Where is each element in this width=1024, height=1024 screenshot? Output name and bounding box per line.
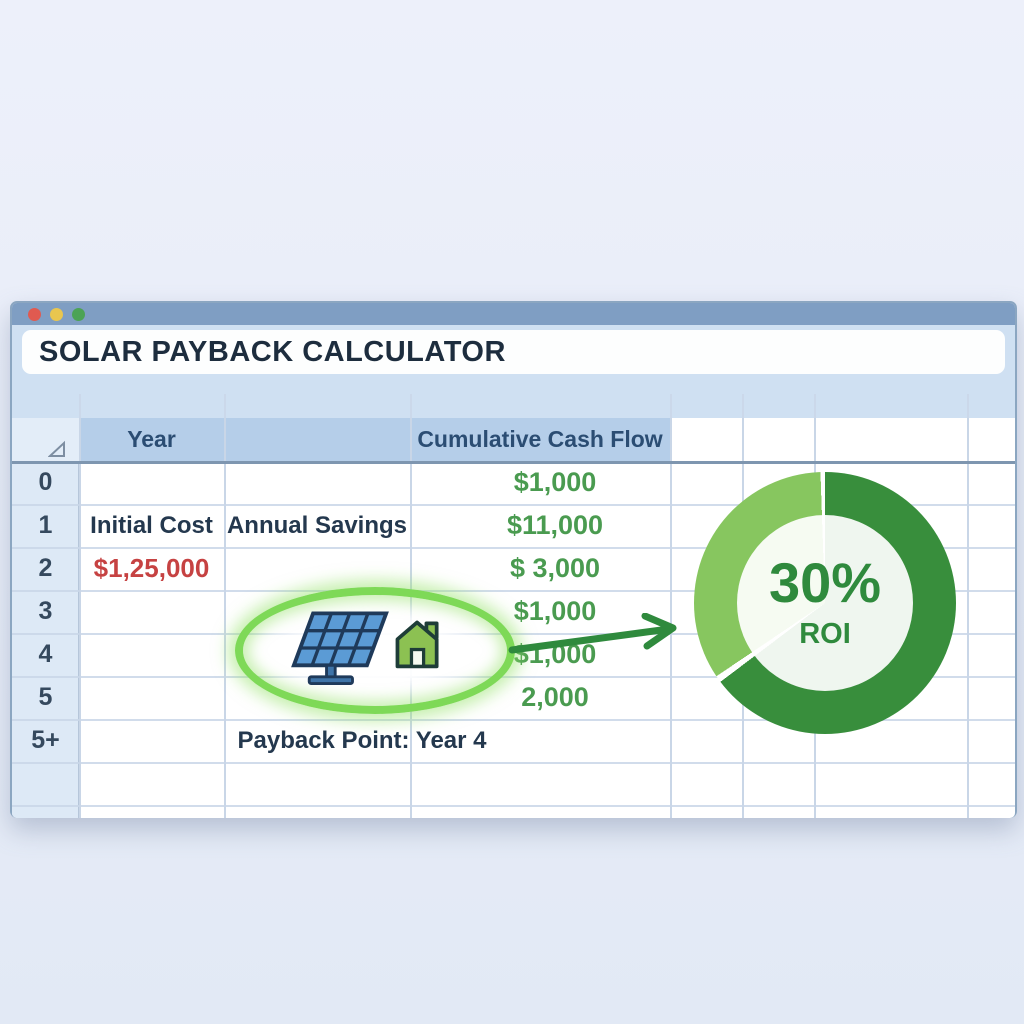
cell-initial-cost-label[interactable]: Initial Cost xyxy=(90,512,213,539)
grid-line-horizontal xyxy=(12,547,1015,549)
header-divider xyxy=(12,461,1015,464)
close-window-button[interactable] xyxy=(28,308,41,321)
grid-line-horizontal xyxy=(12,805,1015,807)
row-number-2[interactable]: 2 xyxy=(38,554,53,582)
app-window: SOLAR PAYBACK CALCULATOR Year Cumulative… xyxy=(10,301,1017,818)
grid-stub-line xyxy=(967,394,969,418)
grid-stub-line xyxy=(814,394,816,418)
grid-stub-line xyxy=(79,394,81,418)
row-number-3[interactable]: 3 xyxy=(38,597,53,625)
zoom-window-button[interactable] xyxy=(72,308,85,321)
payback-arrow-icon xyxy=(508,613,677,654)
cell-cashflow-2[interactable]: $ 3,000 xyxy=(509,553,601,583)
cell-initial-cost-value[interactable]: $1,25,000 xyxy=(93,553,210,583)
column-header-row xyxy=(79,418,670,461)
row-number-0[interactable]: 0 xyxy=(38,468,53,496)
payback-point-annotation: Payback Point: Year 4 xyxy=(237,727,487,754)
grid-stubs xyxy=(12,394,1015,418)
row-number-5plus[interactable]: 5+ xyxy=(31,726,60,754)
column-header-cashflow[interactable]: Cumulative Cash Flow xyxy=(417,426,663,452)
grid-line-horizontal xyxy=(12,633,1015,635)
minimize-window-button[interactable] xyxy=(50,308,63,321)
grid-line-horizontal xyxy=(12,719,1015,721)
sheet-title-strip: SOLAR PAYBACK CALCULATOR xyxy=(22,330,1005,374)
roi-donut-center: 30% ROI xyxy=(737,515,913,691)
grid-line-vertical xyxy=(967,418,969,818)
roi-percentage: 30% xyxy=(768,551,882,614)
grid-stub-line xyxy=(742,394,744,418)
grid-line-vertical xyxy=(224,418,226,818)
grid-line-horizontal xyxy=(12,762,1015,764)
cell-cashflow-0[interactable]: $1,000 xyxy=(513,467,597,497)
roi-label: ROI xyxy=(799,618,851,650)
grid-line-vertical xyxy=(670,418,672,818)
grid-line-vertical xyxy=(79,418,81,818)
roi-donut-chart: 30% ROI xyxy=(694,472,956,734)
row-number-4[interactable]: 4 xyxy=(38,640,53,668)
select-all-triangle-icon xyxy=(48,440,65,457)
grid-stub-line xyxy=(410,394,412,418)
select-all-cell[interactable] xyxy=(12,418,79,461)
window-titlebar[interactable] xyxy=(12,303,1015,325)
row-number-5[interactable]: 5 xyxy=(38,683,53,711)
grid-line-horizontal xyxy=(12,676,1015,678)
grid-stub-line xyxy=(224,394,226,418)
house-icon xyxy=(395,620,439,669)
row-number-1[interactable]: 1 xyxy=(38,511,53,539)
solar-panel-icon xyxy=(291,611,389,686)
cell-cashflow-5[interactable]: 2,000 xyxy=(521,682,589,712)
cell-cashflow-1[interactable]: $11,000 xyxy=(506,510,604,540)
page-title: SOLAR PAYBACK CALCULATOR xyxy=(39,335,506,368)
row-number-column xyxy=(12,418,79,818)
grid-line-horizontal xyxy=(12,504,1015,506)
column-header-year[interactable]: Year xyxy=(127,426,176,452)
cell-cashflow-3[interactable]: $1,000 xyxy=(513,596,597,626)
grid-stub-line xyxy=(670,394,672,418)
cell-annual-savings-label[interactable]: Annual Savings xyxy=(226,512,408,539)
grid-line-horizontal xyxy=(12,590,1015,592)
